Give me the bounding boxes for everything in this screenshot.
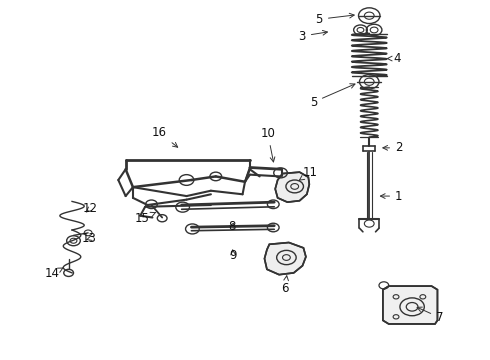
Text: 13: 13: [81, 233, 97, 246]
Text: 7: 7: [417, 307, 443, 324]
Polygon shape: [383, 286, 438, 324]
Text: 2: 2: [383, 141, 403, 154]
Text: 15: 15: [135, 212, 155, 225]
Text: 9: 9: [229, 248, 237, 261]
Text: 6: 6: [281, 276, 289, 296]
Polygon shape: [275, 172, 309, 202]
Text: 16: 16: [152, 126, 178, 147]
Text: 5: 5: [310, 84, 355, 109]
Text: 3: 3: [298, 30, 327, 42]
Text: 4: 4: [387, 52, 401, 65]
Text: 10: 10: [260, 127, 275, 162]
Polygon shape: [265, 243, 306, 275]
Text: 11: 11: [299, 166, 318, 180]
Text: 1: 1: [380, 190, 403, 203]
Text: 12: 12: [83, 202, 98, 215]
Text: 14: 14: [45, 267, 63, 280]
Text: 8: 8: [228, 220, 235, 233]
Text: 5: 5: [316, 13, 354, 26]
